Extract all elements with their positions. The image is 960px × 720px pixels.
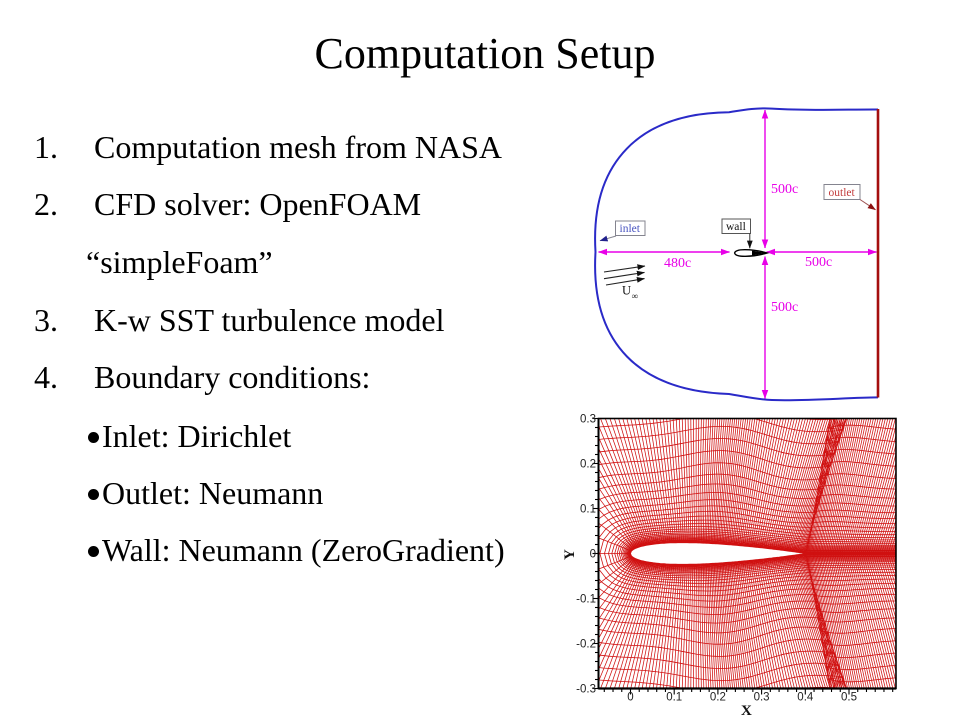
y-tick-label-0.3: 0.3	[580, 414, 596, 426]
list-item-4-text: Boundary conditions:	[94, 359, 371, 395]
list-item-4-number: 4.	[34, 359, 58, 395]
mesh-plot: 0 0.1 0.2 0.3 0.4 0.5 0.3 0.2 0.1 0 -0.1 -0.2 -0.3 X…	[562, 414, 897, 719]
outlet-label: outlet	[829, 187, 856, 199]
x-tick-label-0.2: 0.2	[710, 692, 726, 704]
list-item-1-text: Computation mesh from NASA	[94, 129, 502, 165]
mesh-axes	[592, 417, 897, 695]
domain-diagram: 500c 480c 500c 500c inlet wall outlet U …	[594, 107, 880, 402]
list-item-3-number: 3.	[34, 302, 58, 338]
inlet-leader-line	[599, 235, 617, 242]
freestream-label: U	[622, 284, 631, 298]
x-tick-label-0.5: 0.5	[841, 692, 857, 704]
bullet-dot	[88, 546, 99, 557]
freestream-arrows	[603, 264, 646, 286]
dim-label-top: 500c	[771, 182, 798, 197]
y-tick-label--0.1: -0.1	[576, 594, 596, 606]
dimension-lines	[598, 109, 877, 399]
dim-label-left: 480c	[664, 256, 691, 271]
y-tick-label-0.2: 0.2	[580, 459, 596, 471]
x-tick-label-0.1: 0.1	[666, 692, 682, 704]
x-tick-label-0.4: 0.4	[797, 692, 814, 704]
bullet-wall-text: Wall: Neumann (ZeroGradient)	[102, 532, 505, 568]
list-item-2-number: 2.	[34, 186, 58, 222]
inlet-boundary-curve	[594, 107, 879, 402]
y-tick-label--0.2: -0.2	[576, 639, 596, 651]
mesh-tick-labels: 0 0.1 0.2 0.3 0.4 0.5 0.3 0.2 0.1 0 -0.1 -0.2 -0.3	[576, 414, 857, 704]
inlet-label-box	[615, 220, 646, 236]
outlet-label-box	[823, 184, 861, 200]
list-item-1-number: 1.	[34, 129, 58, 165]
slide-title: Computation Setup	[314, 29, 656, 78]
mesh-grid-lines	[598, 418, 896, 689]
wall-label-box	[721, 218, 751, 234]
x-tick-label-0: 0	[627, 692, 633, 704]
bullet-outlet-text: Outlet: Neumann	[102, 475, 324, 511]
dim-label-right: 500c	[805, 255, 832, 270]
airfoil-trailing-edge	[752, 250, 768, 256]
bullet-inlet-text: Inlet: Dirichlet	[102, 418, 292, 454]
freestream-label-subscript: ∞	[632, 291, 638, 301]
y-tick-label-0: 0	[590, 549, 596, 561]
mesh-xlabel: X	[741, 703, 752, 719]
bullet-dot	[88, 489, 99, 500]
inlet-label: inlet	[620, 223, 641, 235]
bullet-dot	[88, 432, 99, 443]
y-tick-label-0.1: 0.1	[580, 504, 596, 516]
list-item-3-text: K-w SST turbulence model	[94, 302, 445, 338]
wall-label: wall	[726, 221, 746, 233]
outlet-leader-line	[859, 199, 876, 211]
mesh-ylabel: Y	[562, 549, 578, 560]
list-item-2-continuation-text: “simpleFoam”	[86, 244, 273, 280]
y-tick-label--0.3: -0.3	[576, 684, 596, 696]
list-item-2-text: CFD solver: OpenFOAM	[94, 186, 422, 222]
dim-label-bottom: 500c	[771, 300, 798, 315]
x-tick-label-0.3: 0.3	[754, 692, 770, 704]
